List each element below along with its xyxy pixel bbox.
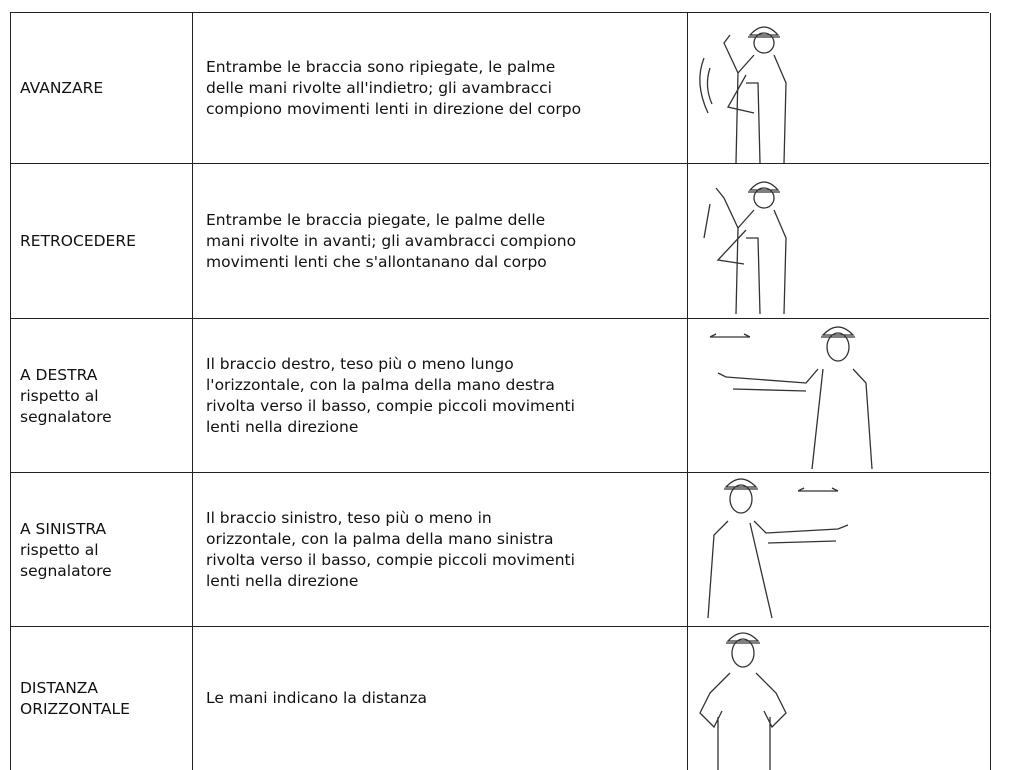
table-row: DISTANZA ORIZZONTALE Le mani indicano la… <box>10 626 991 770</box>
description-line: Il braccio destro, teso più o meno lungo <box>206 355 514 373</box>
description-line: Le mani indicano la distanza <box>206 689 427 707</box>
label-cell: DISTANZA ORIZZONTALE <box>10 627 192 770</box>
label-cell: AVANZARE <box>10 13 192 164</box>
description-line: orizzontale, con la palma della mano sin… <box>206 530 554 548</box>
label-cell: A DESTRA rispetto al segnalatore <box>10 319 192 473</box>
label-line: A DESTRA <box>20 365 98 384</box>
description-cell: Entrambe le braccia sono ripiegate, le p… <box>192 13 687 164</box>
label-cell: A SINISTRA rispetto al segnalatore <box>10 473 192 627</box>
description-line: mani rivolte in avanti; gli avambracci c… <box>206 232 577 250</box>
image-cell <box>687 319 991 473</box>
image-cell <box>687 13 991 164</box>
description-line: lenti nella direzione <box>206 572 359 590</box>
description-cell: Le mani indicano la distanza <box>192 627 687 770</box>
label-line: DISTANZA <box>20 678 99 697</box>
label-line: A SINISTRA <box>20 519 107 538</box>
label-line: AVANZARE <box>20 79 104 97</box>
table-row: AVANZARE Entrambe le braccia sono ripieg… <box>10 12 991 164</box>
description-line: l'orizzontale, con la palma della mano d… <box>206 376 555 394</box>
table-row: RETROCEDERE Entrambe le braccia piegate,… <box>10 163 991 319</box>
image-cell <box>687 164 991 319</box>
description-line: rivolta verso il basso, compie piccoli m… <box>206 551 575 569</box>
description-line: rivolta verso il basso, compie piccoli m… <box>206 397 575 415</box>
label-line: rispetto al <box>20 540 99 559</box>
label-line: segnalatore <box>20 561 112 580</box>
description-line: compiono movimenti lenti in direzione de… <box>206 100 582 118</box>
label-cell: RETROCEDERE <box>10 164 192 319</box>
label-line: ORIZZONTALE <box>20 699 130 718</box>
table-row: A DESTRA rispetto al segnalatore Il brac… <box>10 318 991 473</box>
description-line: lenti nella direzione <box>206 418 359 436</box>
signal-figure <box>709 326 873 470</box>
image-cell <box>687 627 991 770</box>
description-cell: Il braccio sinistro, teso più o meno in … <box>192 473 687 627</box>
signal-figure <box>699 26 787 164</box>
description-line: movimenti lenti che s'allontanano dal co… <box>206 253 547 271</box>
signal-figure <box>703 181 787 315</box>
label-line: segnalatore <box>20 407 112 426</box>
description-cell: Entrambe le braccia piegate, le palme de… <box>192 164 687 319</box>
description-line: Il braccio sinistro, teso più o meno in <box>206 509 492 527</box>
description-line: delle mani rivolte all'indietro; gli ava… <box>206 79 552 97</box>
description-line: Entrambe le braccia piegate, le palme de… <box>206 211 546 229</box>
description-cell: Il braccio destro, teso più o meno lungo… <box>192 319 687 473</box>
signal-figure <box>707 478 849 619</box>
table-row: A SINISTRA rispetto al segnalatore Il br… <box>10 472 991 627</box>
label-line: rispetto al <box>20 386 99 405</box>
description-line: Entrambe le braccia sono ripiegate, le p… <box>206 58 556 76</box>
signal-figure <box>699 632 787 770</box>
image-cell <box>687 473 991 627</box>
label-line: RETROCEDERE <box>20 232 136 250</box>
